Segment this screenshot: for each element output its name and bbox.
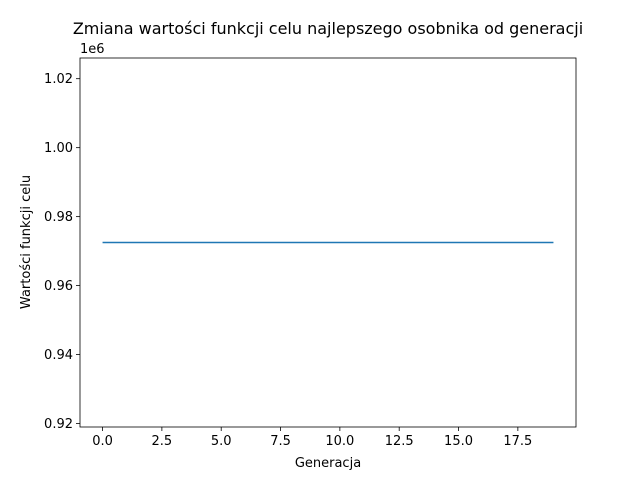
y-tick-label: 1.02 [44, 72, 73, 87]
chart-title: Zmiana wartości funkcji celu najlepszego… [73, 19, 583, 38]
axes-frame [79, 57, 577, 428]
x-tick-label: 17.5 [503, 434, 532, 449]
x-tick-label: 15.0 [444, 434, 473, 449]
x-axis-label: Generacja [295, 456, 361, 471]
y-tick-label: 0.98 [44, 210, 73, 225]
x-tick-label: 2.5 [152, 434, 173, 449]
x-tick-label: 0.0 [92, 434, 113, 449]
y-tick-label: 0.96 [44, 279, 73, 294]
plot-area: 0.0 2.5 5.0 7.5 10.0 12.5 15.0 17.5 0.92 0.94 0.96… [44, 57, 577, 449]
y-tick-label: 1.00 [44, 141, 73, 156]
x-tick-label: 5.0 [211, 434, 232, 449]
y-tick-label: 0.94 [44, 348, 73, 363]
x-tick-label: 10.0 [325, 434, 354, 449]
x-tick-label: 12.5 [385, 434, 414, 449]
x-tick-label: 7.5 [270, 434, 291, 449]
y-axis-label: Wartości funkcji celu [19, 175, 34, 309]
y-offset-label: 1e6 [80, 42, 105, 57]
y-tick-label: 0.92 [44, 417, 73, 432]
